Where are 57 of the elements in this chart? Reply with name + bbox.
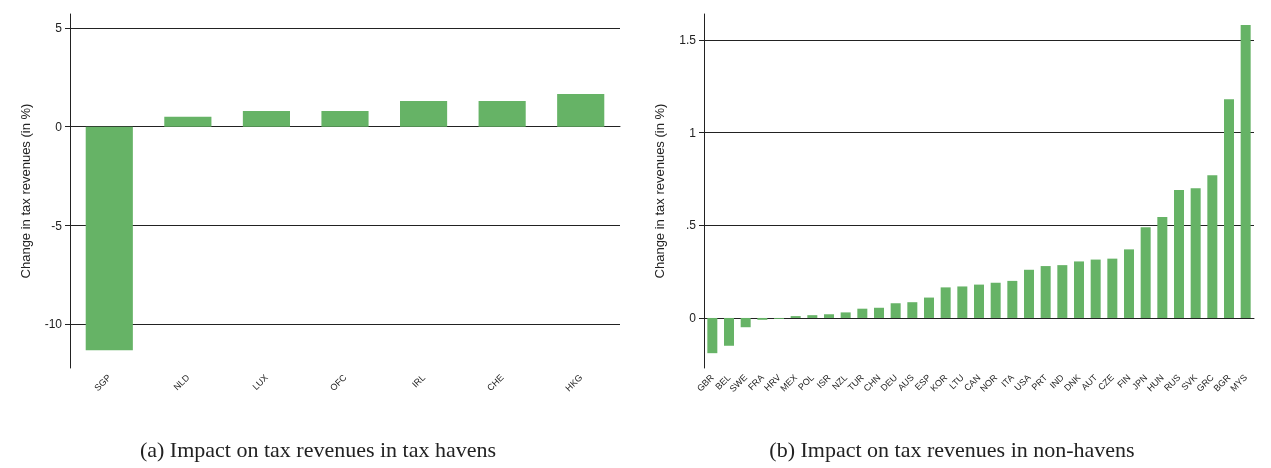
bar <box>478 101 526 127</box>
x-tick-label: FRA <box>746 372 766 393</box>
y-tick-label: -10 <box>44 317 63 332</box>
bar <box>857 308 868 318</box>
y-tick-label: .5 <box>685 218 697 233</box>
bar <box>807 315 818 318</box>
y-tick-label: 1 <box>689 125 697 140</box>
bar <box>400 101 448 127</box>
y-tick-label: 5 <box>55 20 63 35</box>
x-tick-label: POL <box>796 372 816 393</box>
bar <box>974 284 984 318</box>
bar <box>1224 99 1234 318</box>
bar <box>1157 216 1168 318</box>
bar <box>1007 280 1018 318</box>
bar <box>1207 175 1218 318</box>
text: (b) Impact on tax revenues in non-havens <box>769 436 1135 462</box>
x-tick-label: FIN <box>1115 372 1133 390</box>
bar <box>1174 190 1184 318</box>
y-axis-title: Change in tax revenues (in %) <box>652 103 667 279</box>
bar <box>874 307 884 318</box>
bar <box>1024 269 1034 318</box>
bar <box>707 317 718 354</box>
bar <box>1240 25 1251 318</box>
y-tick-label: 0 <box>55 119 63 134</box>
bar <box>1140 227 1151 318</box>
x-tick-label: ISR <box>814 372 833 391</box>
bar <box>1040 266 1051 318</box>
y-tick-label: 1.5 <box>679 32 697 47</box>
bar <box>1107 258 1118 318</box>
bar <box>321 110 369 127</box>
bar <box>557 94 605 127</box>
bar <box>1190 188 1201 318</box>
bar <box>242 110 290 127</box>
bar <box>724 317 734 346</box>
x-tick-label: IRL <box>410 372 428 390</box>
bar <box>890 303 901 318</box>
bar <box>990 282 1001 318</box>
bar <box>940 287 951 318</box>
bar <box>840 312 851 318</box>
bar <box>1124 249 1134 318</box>
y-tick-label: -5 <box>51 218 63 233</box>
y-axis-title: Change in tax revenues (in %) <box>18 103 33 279</box>
y-tick-label: 0 <box>689 310 697 325</box>
x-tick-label: NLD <box>171 372 192 393</box>
bar <box>164 116 212 127</box>
text: (a) Impact on tax revenues in tax havens <box>139 436 497 462</box>
bar <box>85 126 133 351</box>
x-tick-label: LTU <box>947 372 966 392</box>
bar <box>1074 261 1084 318</box>
bar <box>1057 265 1068 318</box>
bar <box>1090 259 1101 318</box>
bar <box>740 317 751 328</box>
bar <box>957 286 968 318</box>
x-tick-label: OFC <box>328 372 349 393</box>
bar <box>924 297 934 318</box>
bar <box>907 302 918 318</box>
bar <box>824 314 834 318</box>
